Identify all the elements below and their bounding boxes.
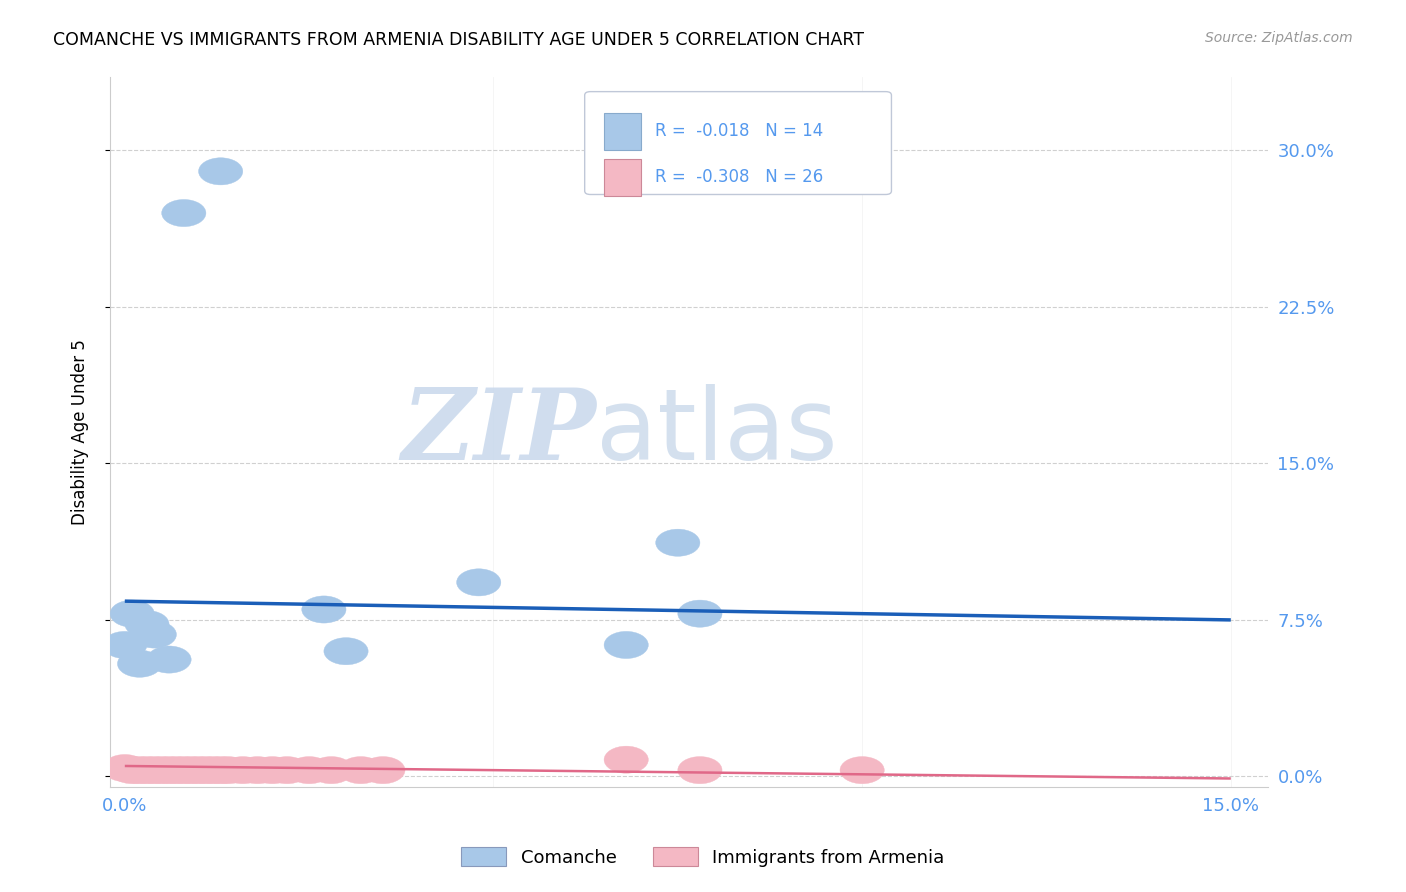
Legend: Comanche, Immigrants from Armenia: Comanche, Immigrants from Armenia [454, 840, 952, 874]
Text: atlas: atlas [596, 384, 838, 481]
Text: R =  -0.308   N = 26: R = -0.308 N = 26 [655, 169, 824, 186]
Y-axis label: Disability Age Under 5: Disability Age Under 5 [72, 339, 89, 525]
FancyBboxPatch shape [605, 159, 641, 196]
FancyBboxPatch shape [585, 92, 891, 194]
Text: COMANCHE VS IMMIGRANTS FROM ARMENIA DISABILITY AGE UNDER 5 CORRELATION CHART: COMANCHE VS IMMIGRANTS FROM ARMENIA DISA… [53, 31, 865, 49]
FancyBboxPatch shape [605, 113, 641, 150]
Text: Source: ZipAtlas.com: Source: ZipAtlas.com [1205, 31, 1353, 45]
Text: ZIP: ZIP [401, 384, 596, 481]
Text: R =  -0.018   N = 14: R = -0.018 N = 14 [655, 122, 824, 140]
